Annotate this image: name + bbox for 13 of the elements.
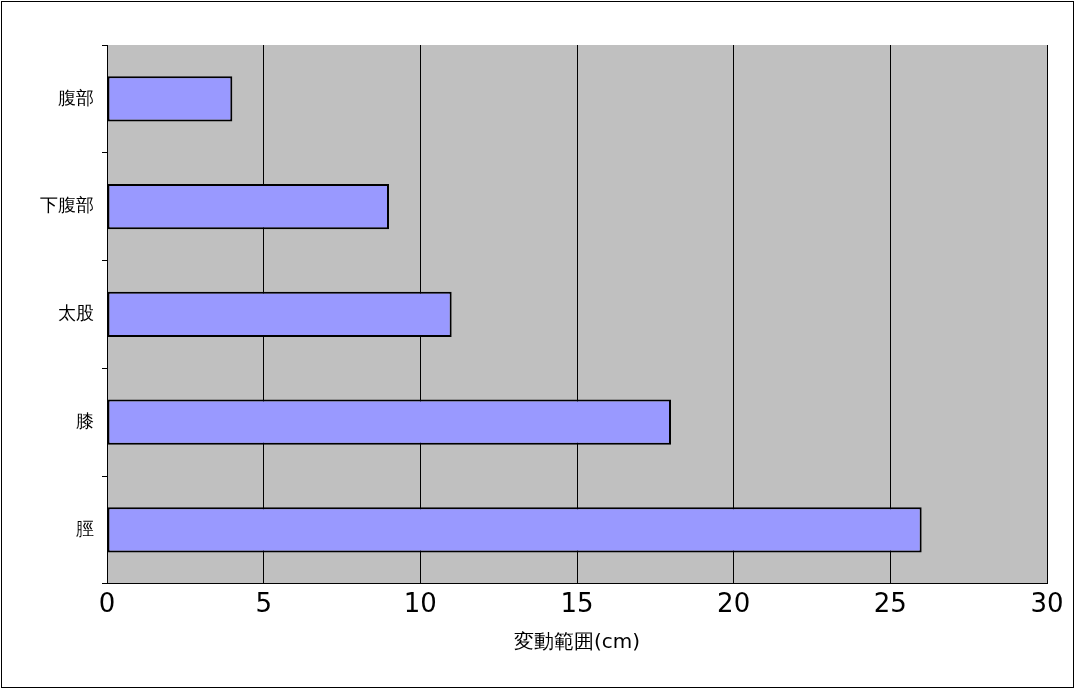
y-tick-label: 下腹部 xyxy=(40,194,94,216)
x-tick-label: 30 xyxy=(1030,588,1064,619)
x-tick-label: 25 xyxy=(873,588,907,619)
y-tick-label: 脛 xyxy=(76,517,94,539)
x-tick-label: 20 xyxy=(717,588,751,619)
y-tick-label: 太股 xyxy=(58,302,94,324)
x-tick-label: 15 xyxy=(560,588,594,619)
y-tick-label: 腹部 xyxy=(58,86,94,108)
x-tick-label: 0 xyxy=(98,588,116,619)
x-tick-label: 10 xyxy=(403,588,437,619)
x-axis-title: 変動範囲(cm) xyxy=(513,629,641,654)
y-tick-label: 膝 xyxy=(76,409,94,431)
x-tick-label: 5 xyxy=(255,588,272,619)
